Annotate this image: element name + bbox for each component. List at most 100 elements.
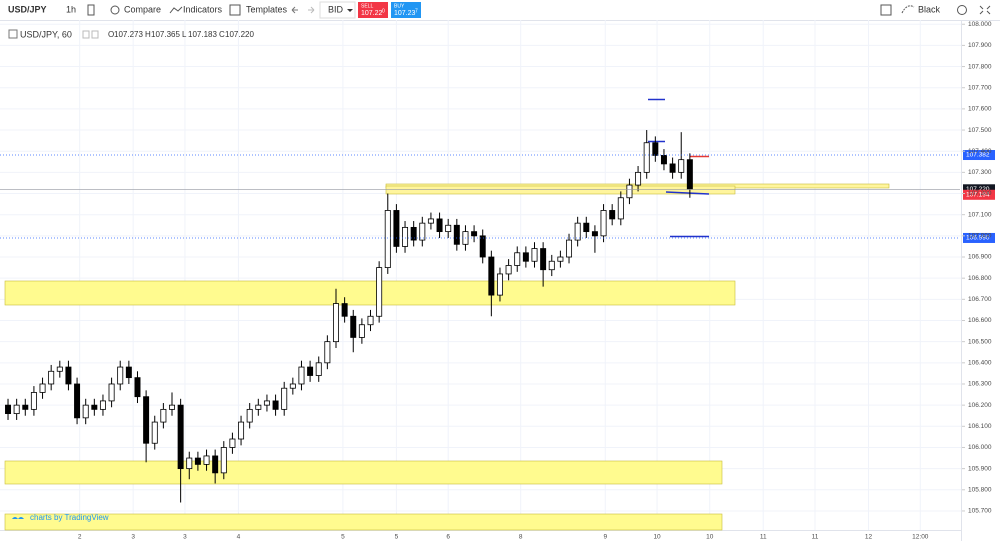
candle-body: [531, 248, 538, 262]
y-tick-label: 107.100: [968, 211, 992, 218]
sell-price: 107.22: [361, 10, 383, 17]
legend-button[interactable]: [82, 30, 90, 39]
y-tick-label: 107.800: [968, 63, 992, 70]
candle-body: [583, 222, 590, 233]
legend-ohlc: O 107.273 H 107.365 L 107.183 C 107.220: [108, 30, 254, 39]
bid[interactable]: BID: [328, 4, 344, 14]
x-tick-label: 12:00: [912, 534, 929, 541]
ohlc-value: 107.365: [151, 30, 180, 39]
candle-body: [617, 197, 624, 220]
bid-select[interactable]: [319, 1, 356, 19]
x-tick-label: 10: [706, 534, 714, 541]
ohlc-key: C: [219, 30, 225, 39]
candle-body: [453, 224, 460, 245]
indicators-icon[interactable]: [169, 6, 183, 14]
templates[interactable]: Templates: [246, 4, 288, 14]
candle-body: [669, 163, 676, 173]
x-tick-label: 9: [603, 534, 607, 541]
y-tick-label: 107.200: [968, 190, 992, 197]
tv-logo: [12, 517, 24, 519]
grid: [0, 20, 961, 530]
candle-body: [600, 210, 607, 237]
buy-pip: 7: [415, 8, 418, 14]
candle-body: [505, 265, 512, 275]
symbol[interactable]: USD/JPY: [8, 4, 47, 14]
candle-body: [540, 248, 547, 271]
candle-body: [48, 370, 55, 385]
candle-body: [39, 383, 46, 393]
templates-icon[interactable]: [229, 4, 241, 16]
y-tick-label: 108.000: [968, 21, 992, 28]
toolbar: [0, 0, 1000, 20]
x-tick-label: 2: [78, 534, 82, 541]
ohlc-key: L: [182, 30, 187, 39]
redo[interactable]: [308, 6, 315, 14]
candle-body: [557, 256, 564, 262]
ohlc-value: 107.273: [114, 30, 143, 39]
x-tick-label: 3: [183, 534, 187, 541]
candle-body: [686, 159, 693, 190]
candle-body: [229, 438, 236, 448]
buy-price: 107.23: [394, 10, 416, 17]
candle-body: [169, 404, 175, 410]
x-tick-label: 5: [341, 534, 345, 541]
y-tick-label: 106.300: [968, 381, 992, 388]
y-tick-label: 107.400: [968, 148, 992, 155]
zones: [4, 183, 890, 531]
candle-body: [125, 366, 132, 379]
candle-body: [566, 239, 573, 258]
candle-body: [22, 404, 29, 410]
candle-body: [117, 366, 124, 385]
x-tick-label: 11: [812, 534, 819, 541]
candle-body: [160, 408, 167, 423]
compare[interactable]: Compare: [124, 4, 161, 14]
candle-body: [609, 210, 616, 220]
zone: [4, 280, 736, 306]
compare-icon[interactable]: [110, 5, 120, 15]
indicators[interactable]: Indicators: [183, 4, 223, 14]
drawn-levels: [648, 98, 710, 238]
sell-button[interactable]: [358, 2, 388, 18]
x-tick-label: 8: [519, 534, 523, 541]
candle-body: [548, 260, 555, 271]
candle-body: [419, 222, 426, 241]
cloud-icon[interactable]: [901, 5, 915, 14]
candle-body: [289, 383, 296, 389]
price-tag-label: 107.220: [966, 186, 990, 193]
x-tick-label: 6: [446, 534, 450, 541]
y-tick-label: 105.800: [968, 487, 992, 494]
candle-body: [496, 273, 503, 296]
fullscreen[interactable]: [979, 5, 991, 15]
y-tick-label: 106.800: [968, 275, 992, 282]
dropdown[interactable]: [347, 9, 353, 12]
candle-body: [99, 400, 106, 410]
level-line: [665, 191, 710, 195]
bars-icon[interactable]: [87, 4, 95, 16]
zone: [385, 185, 736, 195]
watermark[interactable]: charts by TradingView: [30, 513, 109, 522]
settings[interactable]: [957, 5, 967, 15]
candle-body: [384, 210, 391, 268]
theme[interactable]: Black: [918, 4, 941, 14]
undo[interactable]: [291, 6, 298, 14]
candle-body: [471, 231, 478, 237]
y-tick-label: 107.600: [968, 106, 992, 113]
candle-body: [298, 366, 305, 385]
buy-button[interactable]: [391, 2, 421, 18]
candle-body: [315, 362, 322, 376]
x-tick-label: 3: [131, 534, 135, 541]
y-tick-label: 106.900: [968, 254, 992, 261]
candle-body: [479, 235, 486, 258]
candle-body: [143, 396, 150, 444]
x-tick-label: 11: [760, 534, 767, 541]
candle-body: [220, 447, 227, 474]
zone: [4, 513, 723, 531]
interval[interactable]: 1h: [66, 4, 76, 14]
price-tag-label: 106.990: [966, 235, 990, 242]
checkbox[interactable]: [880, 4, 892, 16]
legend-icon[interactable]: [8, 29, 18, 39]
legend-button[interactable]: [91, 30, 99, 39]
candle-body: [333, 303, 339, 343]
candle-body: [194, 457, 201, 465]
